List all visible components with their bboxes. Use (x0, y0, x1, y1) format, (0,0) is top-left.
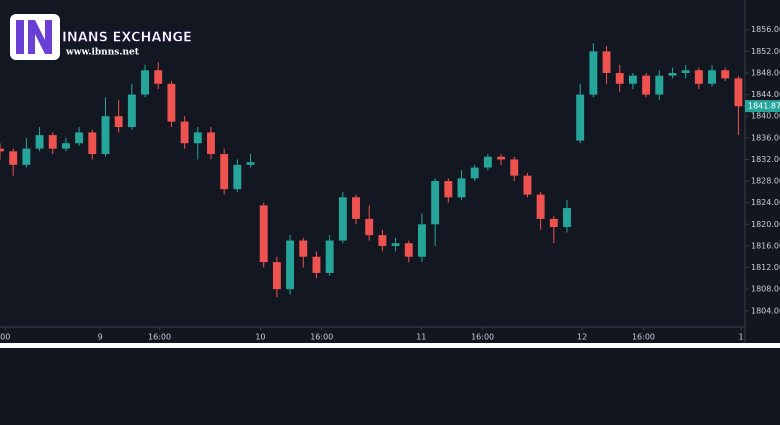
candle-body (536, 194, 545, 219)
candle-body (0, 148, 4, 152)
x-tick-label: 00 (0, 333, 10, 342)
logo-url: www.ibnns.net (65, 48, 140, 58)
candle-body (325, 240, 334, 273)
candles (0, 43, 743, 298)
x-tick-label: 9 (98, 333, 103, 342)
x-tick-label: 11 (416, 333, 426, 342)
candle-body (246, 162, 255, 165)
candle-body (655, 75, 664, 95)
candle-body (127, 94, 136, 128)
candle-body (602, 51, 611, 73)
x-tick-label: 1 (738, 333, 743, 342)
y-tick-label: 1820.00 (751, 220, 780, 229)
candle-body (431, 181, 440, 225)
y-tick-label: 1840.00 (751, 112, 780, 121)
candle-body (457, 178, 466, 198)
x-tick-label: 16:00 (148, 333, 171, 342)
y-tick-label: 1816.00 (751, 241, 780, 250)
candle-body (167, 83, 176, 122)
candle-body (510, 159, 519, 176)
y-tick-label: 1848.00 (751, 68, 780, 77)
candle-body (233, 164, 242, 190)
candle-body (417, 224, 426, 257)
candle-body (154, 70, 163, 84)
candle-body (338, 197, 347, 241)
candle-body (193, 132, 202, 144)
y-tick-label: 1852.00 (751, 47, 780, 56)
candle-body (75, 132, 84, 144)
candle-body (286, 240, 295, 290)
last-price-box (745, 100, 780, 113)
candle-body (404, 243, 413, 257)
logo: INANS EXCHANGE www.ibnns.net (10, 14, 192, 60)
candle-body (615, 72, 624, 84)
candle-body (483, 156, 492, 168)
logo-name: INANS EXCHANGE (62, 31, 192, 46)
candle-body (444, 181, 453, 198)
logo-icon (16, 20, 52, 54)
x-tick-label: 10 (255, 333, 265, 342)
plot-area (0, 0, 745, 327)
candle-body (549, 218, 558, 228)
y-tick-label: 1812.00 (751, 263, 780, 272)
candle-body (378, 235, 387, 246)
x-tick-label: 16:00 (310, 333, 333, 342)
candle-body (48, 135, 57, 149)
candle-body (22, 148, 31, 165)
candle-body (497, 156, 506, 160)
candle-body (312, 256, 321, 273)
candle-body (88, 132, 97, 155)
y-tick-label: 1836.00 (751, 133, 780, 142)
candle-body (101, 116, 110, 155)
x-tick-label: 16:00 (471, 333, 494, 342)
y-tick-label: 1808.00 (751, 285, 780, 294)
x-tick-label: 12 (577, 333, 587, 342)
candle-body (628, 75, 637, 84)
candle-body (681, 70, 690, 73)
candle-body (9, 151, 18, 165)
candle-body (61, 143, 70, 149)
candle-body (589, 51, 598, 95)
y-tick-label: 1856.00 (751, 25, 780, 34)
candle-body (35, 135, 44, 149)
candle-body (708, 70, 716, 84)
y-tick-label: 1832.00 (751, 155, 780, 164)
y-tick-label: 1824.00 (751, 198, 780, 207)
candle-body (576, 94, 585, 141)
candle-body (668, 72, 677, 76)
y-tick-label: 1844.00 (751, 90, 780, 99)
candle-body (734, 78, 743, 107)
candle-body (114, 116, 123, 128)
candle-body (523, 175, 532, 195)
candle-body (391, 243, 400, 246)
y-tick-label: 1804.00 (751, 306, 780, 315)
candle-body (180, 121, 189, 144)
candle-body (563, 208, 571, 228)
candle-body (365, 218, 374, 236)
candle-body (299, 240, 308, 257)
candle-body (694, 70, 703, 84)
candle-body (352, 197, 360, 219)
x-tick-label: 16:00 (632, 333, 655, 342)
candle-body (470, 167, 479, 179)
candle-body (141, 70, 149, 95)
candle-body (272, 262, 281, 290)
divider (0, 343, 780, 348)
candle-body (259, 205, 268, 263)
candle-body (721, 70, 730, 79)
candle-body (220, 154, 229, 190)
last-price-label: 1841.87 (748, 102, 780, 111)
y-tick-label: 1828.00 (751, 177, 780, 186)
candle-body (207, 132, 215, 155)
candle-body (642, 75, 651, 95)
